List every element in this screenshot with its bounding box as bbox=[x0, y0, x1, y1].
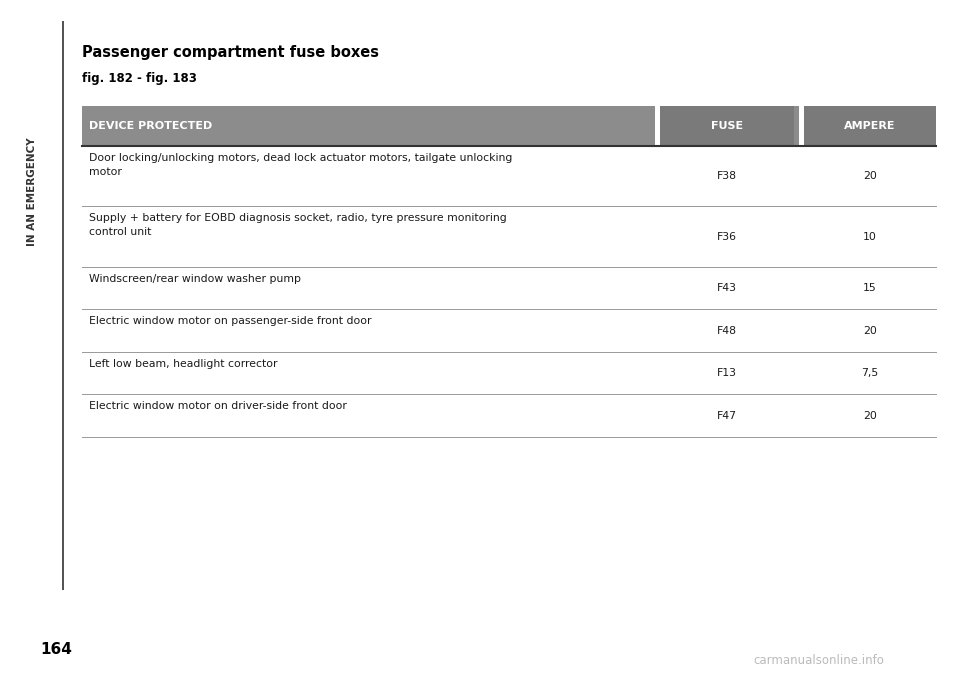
Text: 164: 164 bbox=[40, 642, 72, 657]
Text: 7,5: 7,5 bbox=[861, 368, 878, 378]
Text: 20: 20 bbox=[863, 172, 876, 181]
Bar bbox=[655, 106, 660, 146]
Text: Supply + battery for EOBD diagnosis socket, radio, tyre pressure monitoring
cont: Supply + battery for EOBD diagnosis sock… bbox=[89, 213, 507, 237]
Text: Windscreen/rear window washer pump: Windscreen/rear window washer pump bbox=[89, 274, 301, 284]
Text: 15: 15 bbox=[863, 283, 876, 293]
Bar bbox=[804, 106, 936, 146]
Bar bbox=[660, 106, 794, 146]
Text: IN AN EMERGENCY: IN AN EMERGENCY bbox=[27, 138, 36, 246]
Text: F13: F13 bbox=[717, 368, 736, 378]
Text: 20: 20 bbox=[863, 326, 876, 335]
Bar bbox=[82, 106, 936, 146]
Text: DEVICE PROTECTED: DEVICE PROTECTED bbox=[89, 121, 212, 131]
Text: F43: F43 bbox=[717, 283, 736, 293]
Text: carmanualsonline.info: carmanualsonline.info bbox=[754, 654, 884, 667]
Text: F48: F48 bbox=[717, 326, 736, 335]
Text: 10: 10 bbox=[863, 232, 876, 241]
Text: AMPERE: AMPERE bbox=[844, 121, 896, 131]
Bar bbox=[799, 106, 804, 146]
Text: Electric window motor on passenger-side front door: Electric window motor on passenger-side … bbox=[89, 316, 372, 327]
Text: 20: 20 bbox=[863, 411, 876, 421]
Text: F38: F38 bbox=[717, 172, 736, 181]
Text: fig. 182 - fig. 183: fig. 182 - fig. 183 bbox=[82, 72, 197, 85]
Text: Passenger compartment fuse boxes: Passenger compartment fuse boxes bbox=[82, 45, 378, 60]
Text: Left low beam, headlight corrector: Left low beam, headlight corrector bbox=[89, 359, 277, 369]
Text: Door locking/unlocking motors, dead lock actuator motors, tailgate unlocking
mot: Door locking/unlocking motors, dead lock… bbox=[89, 153, 513, 177]
Text: Electric window motor on driver-side front door: Electric window motor on driver-side fro… bbox=[89, 401, 348, 412]
Text: FUSE: FUSE bbox=[710, 121, 743, 131]
Text: F36: F36 bbox=[717, 232, 736, 241]
Text: F47: F47 bbox=[717, 411, 736, 421]
